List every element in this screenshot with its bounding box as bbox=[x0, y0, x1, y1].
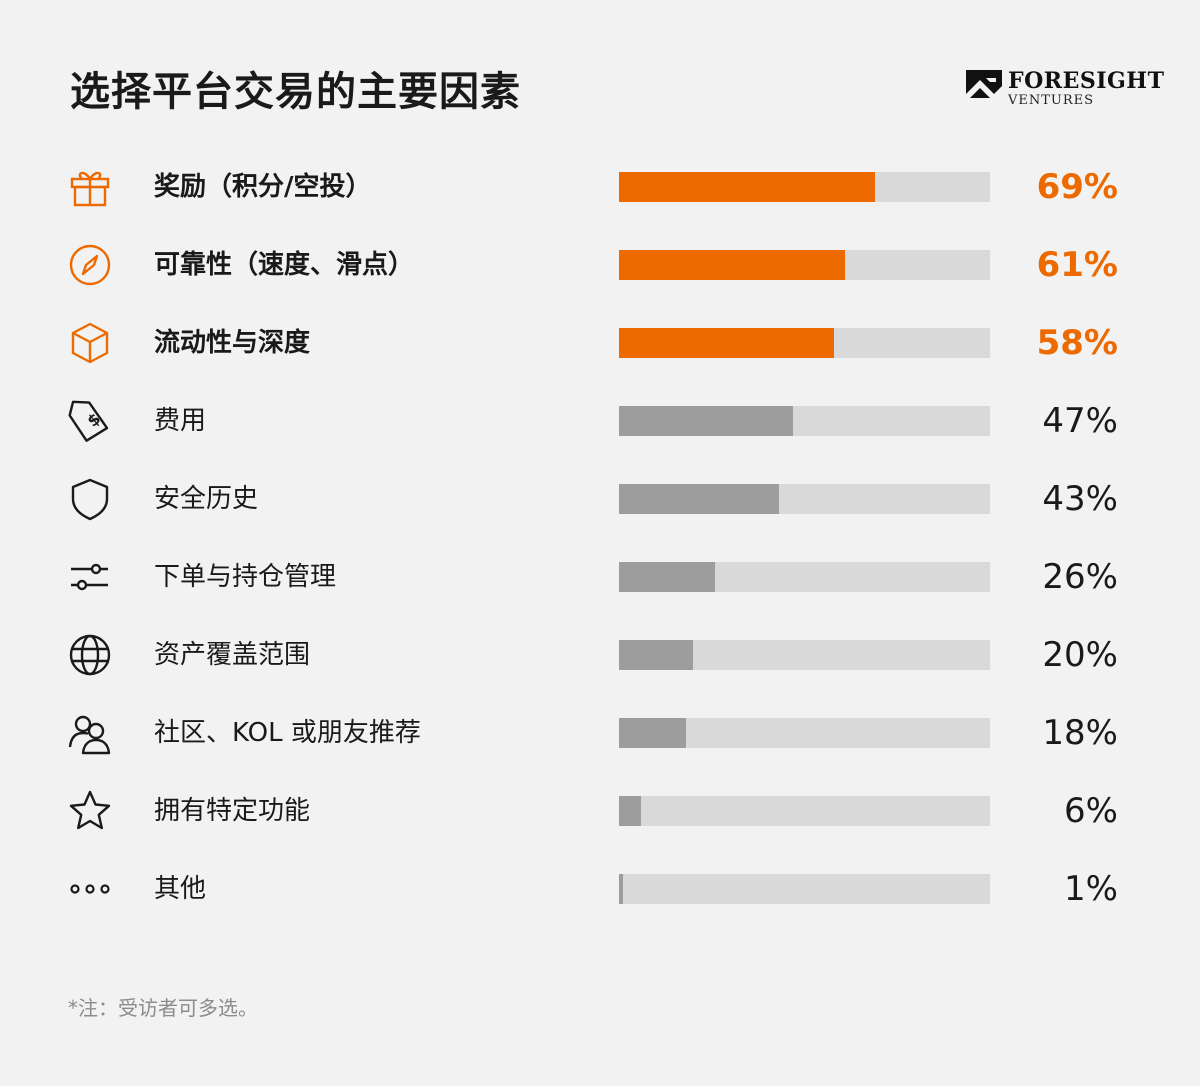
value-label: 6% bbox=[1064, 791, 1118, 831]
bar-track bbox=[619, 796, 990, 826]
category-label: 下单与持仓管理 bbox=[154, 562, 337, 592]
chart-row: 其他 1% bbox=[0, 850, 1200, 928]
svg-text:$: $ bbox=[83, 409, 104, 431]
horizontal-bar-chart: 奖励（积分/空投） 69% 可靠性（速度、滑点） 61% 流动性与深度 58% $ 费用 47%… bbox=[0, 148, 1200, 928]
cube-icon bbox=[66, 321, 114, 365]
category-label: 社区、KOL 或朋友推荐 bbox=[154, 718, 421, 748]
chart-row: $ 费用 47% bbox=[0, 382, 1200, 460]
value-label: 26% bbox=[1042, 557, 1118, 597]
value-label: 1% bbox=[1064, 869, 1118, 909]
bar bbox=[619, 484, 779, 514]
bar-track bbox=[619, 328, 990, 358]
chart-row: 资产覆盖范围 20% bbox=[0, 616, 1200, 694]
users-icon bbox=[68, 715, 111, 755]
category-label: 费用 bbox=[154, 406, 207, 436]
chart-title: 选择平台交易的主要因素 bbox=[70, 69, 521, 115]
bar bbox=[619, 718, 686, 748]
bar bbox=[619, 250, 846, 280]
value-label: 20% bbox=[1042, 635, 1118, 675]
users-icon bbox=[66, 711, 114, 755]
category-label: 可靠性（速度、滑点） bbox=[154, 250, 415, 280]
chart-row: 安全历史 43% bbox=[0, 460, 1200, 538]
bar-track bbox=[619, 172, 990, 202]
more-dots-icon bbox=[66, 867, 114, 911]
foresight-logo: FORESIGHT VENTURES bbox=[966, 68, 1164, 108]
chart-row: 奖励（积分/空投） 69% bbox=[0, 148, 1200, 226]
bar bbox=[619, 874, 623, 904]
bar bbox=[619, 562, 716, 592]
value-label: 18% bbox=[1042, 713, 1118, 753]
footnote: *注：受访者可多选。 bbox=[68, 996, 258, 1020]
value-label: 69% bbox=[1036, 167, 1118, 207]
value-label: 47% bbox=[1042, 401, 1118, 441]
bar-track bbox=[619, 250, 990, 280]
logo-subtitle: VENTURES bbox=[1008, 92, 1095, 108]
foresight-logo-icon bbox=[966, 70, 1002, 106]
shield-icon bbox=[71, 478, 109, 521]
cube-icon bbox=[71, 322, 109, 364]
chart-row: 可靠性（速度、滑点） 61% bbox=[0, 226, 1200, 304]
gift-icon bbox=[70, 171, 110, 207]
chart-row: 社区、KOL 或朋友推荐 18% bbox=[0, 694, 1200, 772]
category-label: 安全历史 bbox=[154, 484, 259, 514]
bar-track bbox=[619, 406, 990, 436]
chart-row: 流动性与深度 58% bbox=[0, 304, 1200, 382]
bar bbox=[619, 406, 794, 436]
value-label: 61% bbox=[1036, 245, 1118, 285]
more-dots-icon bbox=[70, 884, 110, 894]
bar bbox=[619, 796, 642, 826]
category-label: 流动性与深度 bbox=[154, 328, 311, 358]
sliders-icon bbox=[66, 555, 114, 599]
globe-icon bbox=[69, 634, 111, 676]
bar-track bbox=[619, 640, 990, 670]
bar-track bbox=[619, 874, 990, 904]
category-label: 资产覆盖范围 bbox=[154, 640, 311, 670]
category-label: 奖励（积分/空投） bbox=[154, 172, 372, 202]
price-tag-icon: $ bbox=[66, 399, 114, 443]
star-icon bbox=[66, 789, 114, 833]
bar-track bbox=[619, 562, 990, 592]
bar bbox=[619, 328, 835, 358]
compass-icon bbox=[66, 243, 114, 287]
globe-icon bbox=[66, 633, 114, 677]
chart-row: 下单与持仓管理 26% bbox=[0, 538, 1200, 616]
category-label: 拥有特定功能 bbox=[154, 796, 311, 826]
bar-track bbox=[619, 484, 990, 514]
shield-icon bbox=[66, 477, 114, 521]
value-label: 58% bbox=[1036, 323, 1118, 363]
price-tag-icon: $ bbox=[68, 400, 109, 442]
bar bbox=[619, 172, 875, 202]
gift-icon bbox=[66, 165, 114, 209]
category-label: 其他 bbox=[154, 874, 207, 904]
sliders-icon bbox=[71, 563, 108, 591]
bar-track bbox=[619, 718, 990, 748]
compass-icon bbox=[69, 244, 111, 286]
value-label: 43% bbox=[1042, 479, 1118, 519]
chart-row: 拥有特定功能 6% bbox=[0, 772, 1200, 850]
bar bbox=[619, 640, 694, 670]
logo-name: FORESIGHT bbox=[1008, 67, 1165, 94]
star-icon bbox=[69, 790, 111, 830]
